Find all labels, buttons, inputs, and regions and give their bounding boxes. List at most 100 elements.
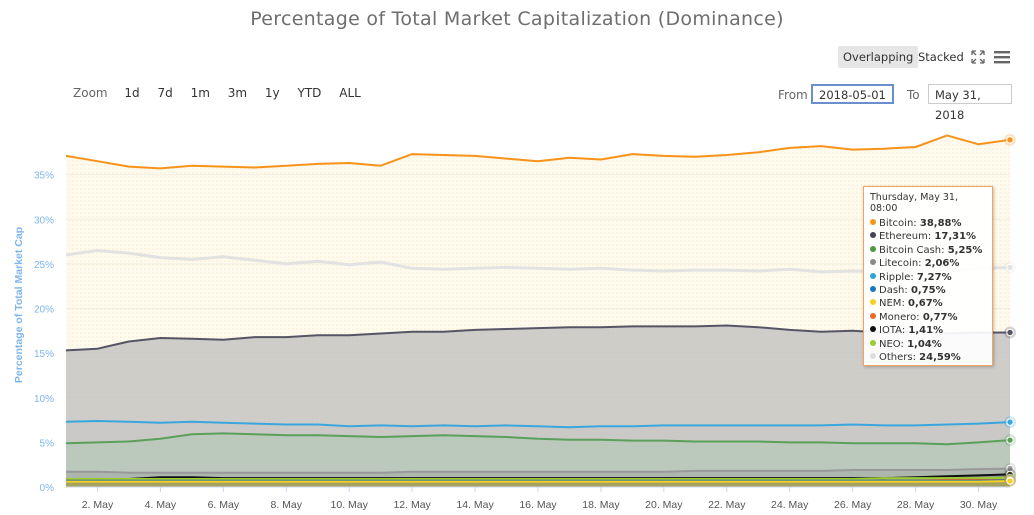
tooltip-series-name: Bitcoin Cash — [879, 244, 942, 256]
end-marker — [1006, 136, 1014, 144]
series-color-dot — [870, 339, 876, 346]
tooltip-row: Ethereum: 17,31% — [870, 230, 986, 243]
y-axis-label: Percentage of Total Market Cap — [13, 227, 25, 383]
series-color-dot — [870, 232, 876, 239]
series-color-dot — [870, 352, 876, 359]
y-tick-label: 30% — [34, 215, 54, 226]
tooltip-row: NEM: 0,67% — [870, 297, 986, 310]
zoom-all-button[interactable]: ALL — [339, 86, 361, 100]
series-color-dot — [870, 272, 876, 279]
x-tick-label: 24. May — [771, 499, 809, 511]
series-lines — [65, 134, 1011, 483]
series-color-dot — [870, 219, 876, 225]
tooltip-series-value: 38,88% — [919, 218, 962, 229]
from-label: From — [778, 88, 808, 102]
tooltip-series-value: 0,67% — [908, 298, 943, 310]
tooltip-row: Bitcoin Cash: 5,25% — [870, 244, 986, 257]
zoom-label: Zoom — [73, 86, 108, 100]
tooltip-series-value: 5,25% — [947, 244, 983, 256]
tooltip-row: Dash: 0,75% — [870, 284, 986, 297]
end-marker — [1006, 263, 1014, 272]
tooltip-row: NEO: 1,04% — [870, 338, 986, 351]
tooltip-series-name: Ripple — [879, 271, 911, 283]
overlapping-button[interactable]: Overlapping — [838, 46, 919, 68]
series-line-others — [65, 249, 1011, 274]
series-area-ethereum — [66, 325, 1010, 487]
tooltip-series-value: 17,31% — [934, 231, 977, 243]
y-axis-ticks: 0% 5% 10% 15% 20% 25% 30% 35% — [34, 171, 54, 494]
zoom-1y-button[interactable]: 1y — [264, 86, 280, 100]
zoom-bar: Zoom 1d 7d 1m 3m 1y YTD ALL — [73, 84, 368, 102]
tooltip-series-name: Litecoin — [879, 258, 919, 270]
tooltip-series-name: Others — [879, 351, 913, 363]
tooltip-row: Ripple: 7,27% — [870, 271, 986, 284]
x-tick-label: 8. May — [271, 499, 303, 511]
y-tick-label: 5% — [40, 438, 55, 449]
tooltip-series-name: Bitcoin — [879, 218, 914, 229]
to-label: To — [907, 88, 920, 102]
x-tick-label: 4. May — [145, 499, 177, 511]
zoom-3m-button[interactable]: 3m — [227, 86, 248, 100]
y-tick-label: 25% — [34, 260, 54, 271]
fullscreen-icon[interactable] — [968, 47, 988, 67]
y-tick-label: 0% — [40, 483, 55, 494]
tooltip-series-name: IOTA — [879, 325, 902, 337]
x-tick-label: 22. May — [708, 499, 746, 511]
x-tick-label: 16. May — [519, 499, 557, 511]
series-line-ethereum — [65, 324, 1011, 352]
y-tick-label: 10% — [34, 394, 54, 405]
tooltip-series-value: 1,41% — [908, 325, 944, 337]
x-tick-label: 20. May — [645, 499, 683, 511]
tooltip-series-name: Dash — [879, 284, 905, 296]
tooltip-row: IOTA: 1,41% — [870, 324, 986, 337]
end-marker — [1006, 436, 1014, 444]
from-date-input[interactable]: 2018-05-01 — [811, 84, 894, 104]
tooltip-row: Monero: 0,77% — [870, 311, 986, 324]
x-tick-label: 26. May — [834, 499, 872, 511]
tooltip-row: Bitcoin: 38,88% — [870, 217, 986, 230]
x-tick-label: 12. May — [393, 499, 431, 511]
end-markers — [1004, 133, 1016, 488]
series-line-bitcoin — [65, 134, 1011, 170]
chart-tooltip: Thursday, May 31, 08:00 Bitcoin: 38,88% E… — [863, 186, 993, 366]
series-color-dot — [870, 299, 876, 306]
series-line-neo — [66, 476, 1011, 480]
tooltip-header: Thursday, May 31, 08:00 — [870, 192, 958, 214]
x-tick-label: 14. May — [456, 499, 494, 511]
zoom-1d-button[interactable]: 1d — [124, 86, 140, 100]
series-line-nem — [66, 480, 1011, 483]
to-date-input[interactable]: May 31, 2018 — [928, 84, 1012, 122]
x-tick-label: 10. May — [331, 499, 369, 511]
series-color-dot — [870, 259, 876, 266]
tooltip-series-value: 0,75% — [910, 284, 946, 296]
tooltip-series-value: 24,59% — [919, 351, 961, 363]
x-tick-label: 30. May — [960, 499, 998, 511]
series-color-dot — [870, 312, 876, 319]
tooltip-series-name: NEM — [879, 298, 902, 310]
series-color-dot — [870, 285, 876, 292]
series-line-ripple — [65, 420, 1011, 429]
y-tick-label: 35% — [34, 171, 54, 182]
tooltip-series-value: 2,06% — [924, 258, 960, 270]
tooltip-series-value: 1,04% — [907, 338, 942, 350]
series-line-litecoin — [66, 467, 1011, 474]
y-tick-label: 20% — [34, 305, 54, 316]
stacked-button[interactable]: Stacked — [918, 50, 964, 64]
x-tick-label: 2. May — [82, 499, 114, 511]
series-color-dot — [870, 326, 876, 333]
x-tick-label: 18. May — [582, 499, 620, 511]
end-marker — [1006, 418, 1014, 426]
x-tick-label: 28. May — [897, 499, 935, 511]
y-tick-label: 15% — [34, 349, 54, 360]
zoom-1m-button[interactable]: 1m — [190, 86, 210, 100]
end-marker — [1006, 328, 1014, 337]
x-axis-ticks: 2. May 4. May 6. May 8. May 10. May 12. May 14… — [66, 486, 1010, 511]
series-line-bitcoin-cash — [65, 432, 1011, 446]
zoom-ytd-button[interactable]: YTD — [297, 86, 322, 100]
tooltip-row: Others: 24,59% — [870, 351, 986, 364]
zoom-7d-button[interactable]: 7d — [157, 86, 173, 100]
menu-icon[interactable] — [992, 47, 1012, 67]
x-tick-label: 6. May — [208, 499, 240, 511]
end-marker — [1006, 477, 1014, 485]
